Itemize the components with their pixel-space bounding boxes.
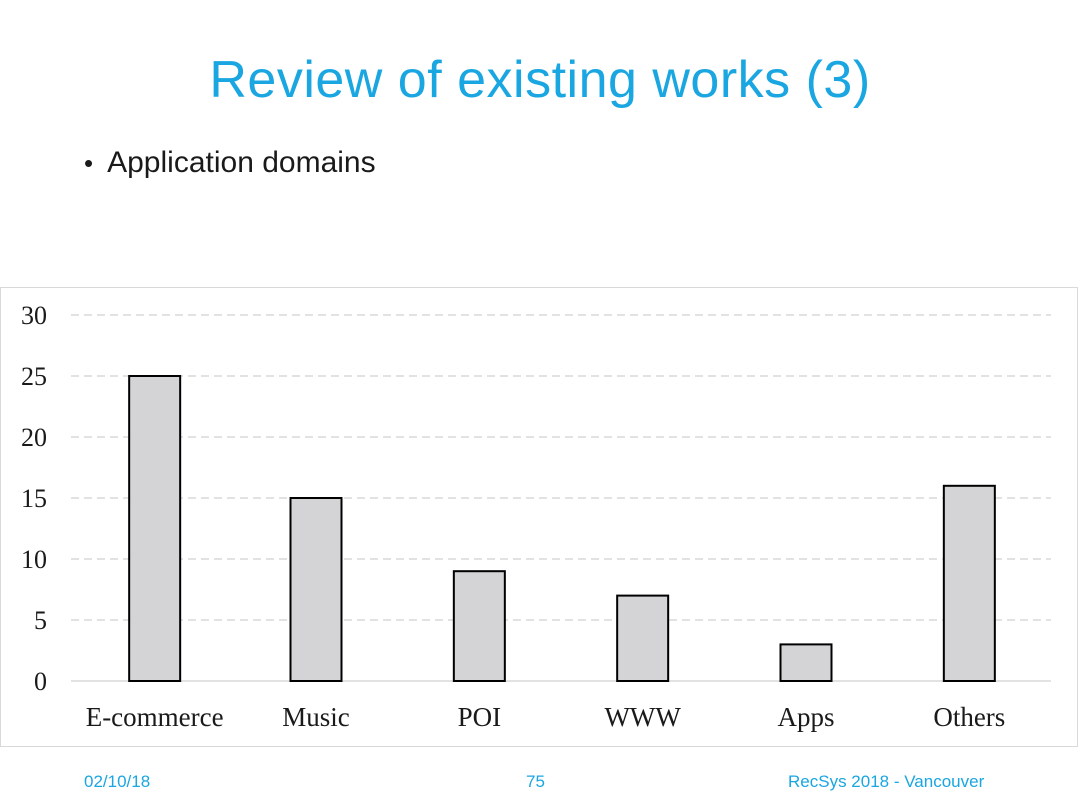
x-category-label: E-commerce [86,702,224,732]
y-tick-label: 5 [34,606,47,635]
x-category-label: Music [282,702,350,732]
bar [616,594,670,683]
bullet-item: • Application domains [84,146,376,180]
bullet-dot-icon: • [84,147,94,178]
y-tick-label: 30 [21,301,47,330]
bar [942,484,996,682]
y-tick-label: 25 [21,362,47,391]
footer-date: 02/10/18 [84,772,151,791]
bar [452,570,506,683]
x-category-label: Apps [777,702,834,732]
slide-title: Review of existing works (3) [209,51,871,109]
bar [289,497,343,682]
chart-area: 0 5 10 15 20 25 30 E-commerce Music POI WWW Apps Oth… [0,287,1078,747]
x-category-label: WWW [604,702,681,732]
footer-page-number: 75 [526,772,545,791]
y-tick-label: 15 [21,484,47,513]
bar [128,375,182,682]
y-tick-label: 0 [34,667,47,696]
y-tick-label: 20 [21,423,47,452]
bar [779,643,833,682]
x-category-label: POI [458,702,502,732]
bar-chart: 0 5 10 15 20 25 30 E-commerce Music POI WWW Apps Oth… [21,301,1051,732]
y-tick-label: 10 [21,545,47,574]
footer-conference: RecSys 2018 - Vancouver [788,772,985,791]
x-category-label: Others [933,702,1005,732]
bullet-text: Application domains [107,146,376,179]
